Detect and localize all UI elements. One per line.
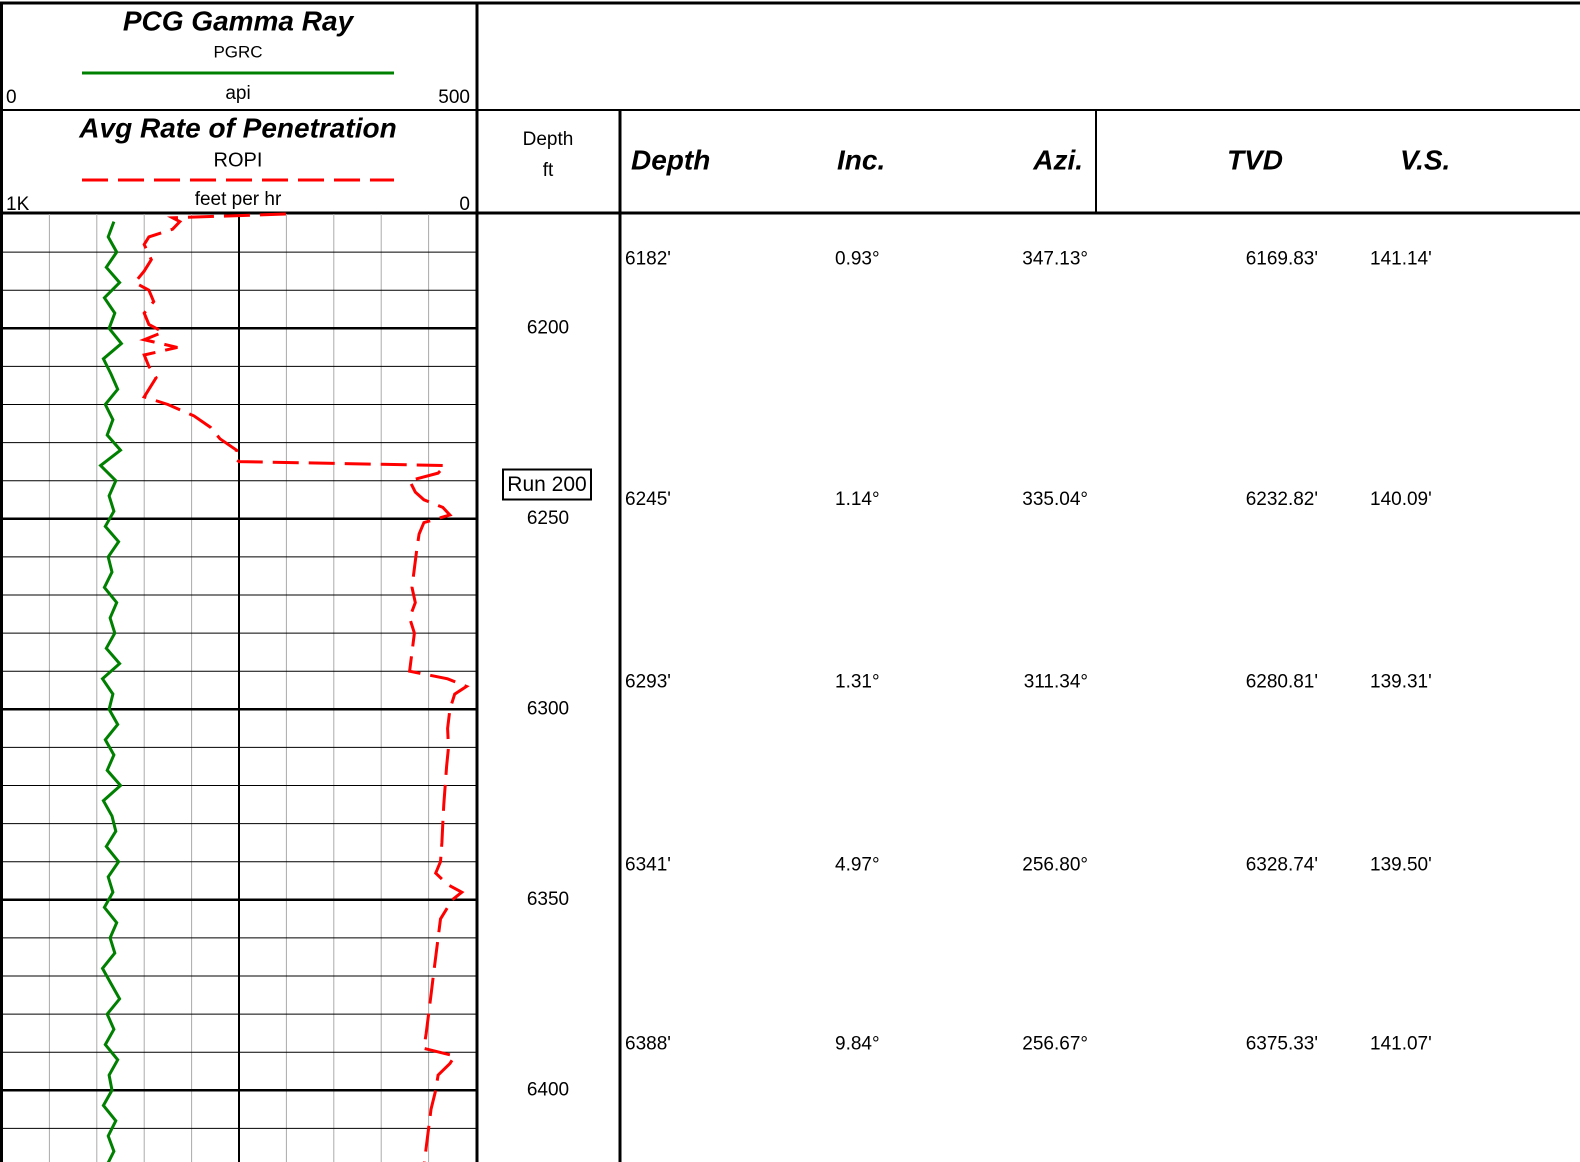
table-cell: 0.93° (835, 249, 880, 270)
scale-label: 0 (459, 194, 470, 215)
table-header: Inc. (837, 144, 885, 175)
table-cell: 141.07' (1370, 1034, 1432, 1055)
table-cell: 6293' (625, 672, 671, 693)
table-cell: 9.84° (835, 1034, 880, 1055)
depth-header: Depth (523, 129, 574, 150)
depth-tick-label: 6200 (527, 317, 569, 338)
table-cell: 256.80° (1022, 855, 1088, 876)
curve (98, 221, 124, 1162)
depth-tick-label: 6350 (527, 889, 569, 910)
table-cell: 6232.82' (1246, 489, 1318, 510)
table-cell: 4.97° (835, 855, 880, 876)
table-cell: 6182' (625, 249, 671, 270)
table-cell: 256.67° (1022, 1034, 1088, 1055)
curve-title: Avg Rate of Penetration (78, 112, 396, 143)
curve-unit: api (225, 83, 250, 104)
table-cell: 141.14' (1370, 249, 1432, 270)
table-header: TVD (1227, 144, 1283, 175)
annotation-box (502, 468, 592, 501)
track-grid (2, 214, 476, 1162)
table-cell: 139.31' (1370, 672, 1432, 693)
curve (132, 212, 470, 1162)
table-cell: 6388' (625, 1034, 671, 1055)
table-cell: 139.50' (1370, 855, 1432, 876)
depth-tick-label: 6250 (527, 508, 569, 529)
annotation-text: Run 200 (507, 473, 586, 496)
table-cell: 6169.83' (1246, 249, 1318, 270)
table-cell: 311.34° (1024, 672, 1088, 693)
table-header: V.S. (1400, 144, 1450, 175)
scale-label: 500 (438, 87, 470, 108)
table-cell: 335.04° (1022, 489, 1088, 510)
table-cell: 6341' (625, 855, 671, 876)
table-cell: 140.09' (1370, 489, 1432, 510)
curve-unit: feet per hr (195, 189, 282, 210)
table-cell: 6375.33' (1246, 1034, 1318, 1055)
table-header: Depth (631, 144, 710, 175)
table-cell: 6328.74' (1246, 855, 1318, 876)
table-header: Azi. (1032, 144, 1083, 175)
curve-mnemonic: PGRC (213, 42, 262, 61)
depth-tick-label: 6400 (527, 1079, 569, 1100)
table-cell: 1.31° (835, 672, 880, 693)
scale-label: 1K (6, 194, 30, 215)
table-cell: 6280.81' (1246, 672, 1318, 693)
depth-tick-label: 6300 (527, 698, 569, 719)
curve-title: PCG Gamma Ray (123, 5, 355, 36)
table-cell: 1.14° (835, 489, 880, 510)
scale-label: 0 (6, 87, 17, 108)
curve-mnemonic: ROPI (214, 149, 263, 171)
depth-unit: ft (543, 160, 554, 181)
table-cell: 347.13° (1022, 249, 1088, 270)
table-cell: 6245' (625, 489, 671, 510)
